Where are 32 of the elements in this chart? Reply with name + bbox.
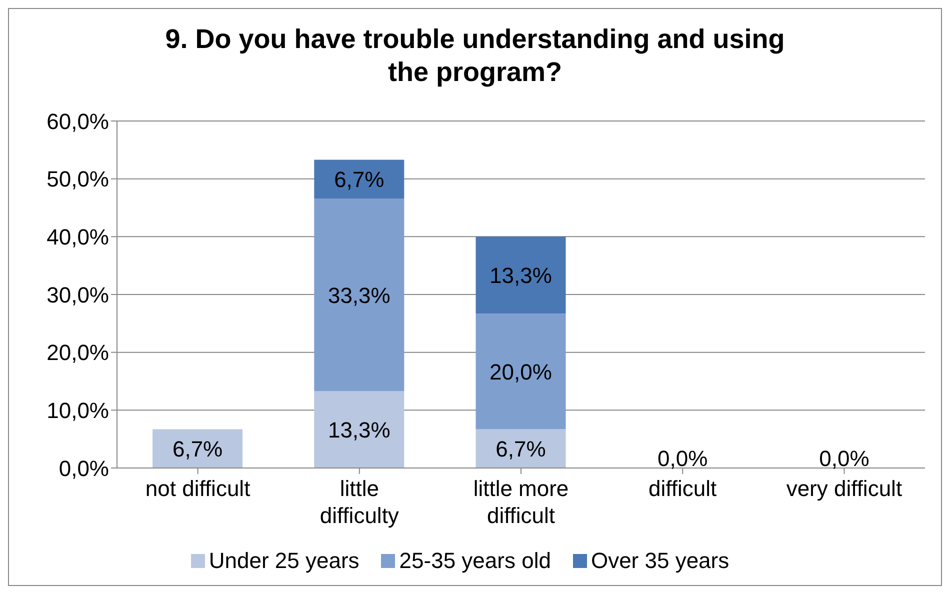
x-tick-label: difficult <box>648 476 717 501</box>
x-tick-label: not difficult <box>145 476 250 501</box>
data-label: 13,3% <box>328 418 390 443</box>
data-label: 13,3% <box>490 263 552 288</box>
data-label: 6,7% <box>496 436 546 462</box>
bar <box>152 429 243 468</box>
y-tick-label: 60,0% <box>46 108 109 134</box>
bar <box>476 314 566 430</box>
y-tick-label: 10,0% <box>46 398 109 423</box>
data-label: 0,0% <box>819 446 870 471</box>
bar <box>314 391 404 468</box>
data-label: 33,3% <box>328 282 390 308</box>
y-tick-label: 40,0% <box>46 224 109 250</box>
x-tick-label: very difficult <box>786 476 902 501</box>
y-tick-label: 30,0% <box>46 282 109 308</box>
legend-label: 25-35 years old <box>398 548 551 574</box>
y-tick-label: 20,0% <box>46 340 109 366</box>
y-tick-label: 0,0% <box>58 456 109 481</box>
bar <box>314 198 404 392</box>
x-tick-label: little more difficult <box>473 476 569 528</box>
data-label: 6,7% <box>172 436 223 462</box>
data-label: 6,7% <box>334 167 384 192</box>
data-label: 20,0% <box>490 359 552 384</box>
legend-label: Under 25 years <box>208 548 360 574</box>
bar <box>476 236 566 314</box>
data-label: 0,0% <box>658 446 708 471</box>
bar <box>314 160 404 198</box>
chart-title: 9. Do you have trouble understanding and using the program? <box>164 23 786 89</box>
y-tick-label: 50,0% <box>46 166 109 192</box>
x-tick-label: little difficulty <box>320 476 399 528</box>
legend-label: Over 35 years <box>590 548 730 574</box>
bar <box>476 429 566 468</box>
